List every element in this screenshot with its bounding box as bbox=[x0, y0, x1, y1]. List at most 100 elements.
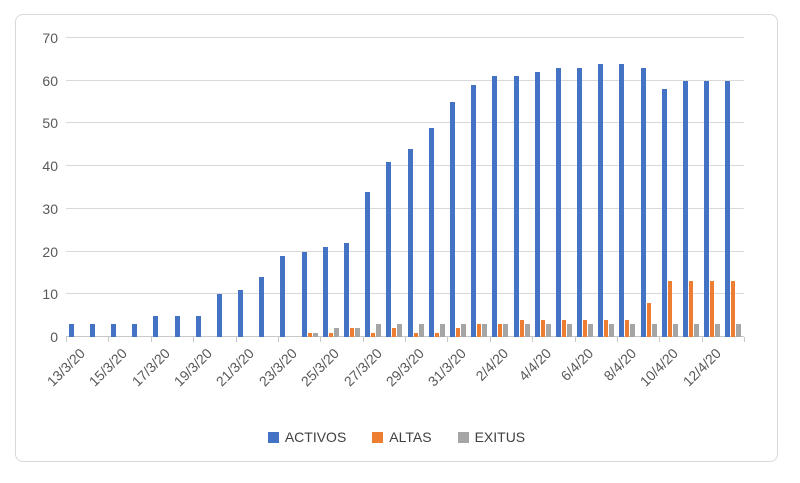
legend-swatch-altas-icon bbox=[372, 431, 384, 443]
bar-group bbox=[469, 38, 490, 337]
bar-activos bbox=[683, 80, 689, 337]
legend-swatch-activos-icon bbox=[267, 431, 279, 443]
bar-activos bbox=[449, 102, 455, 337]
x-axis-tick bbox=[320, 337, 322, 342]
bar-activos bbox=[344, 243, 350, 337]
bar-altas bbox=[477, 324, 482, 337]
bar-group bbox=[320, 38, 341, 337]
bar-altas bbox=[583, 319, 588, 337]
bar-activos bbox=[640, 67, 646, 337]
x-axis-tick-label: 15/3/20 bbox=[85, 345, 131, 390]
bar-altas bbox=[413, 332, 418, 337]
bar-group bbox=[575, 38, 596, 337]
bar-group bbox=[659, 38, 680, 337]
legend-swatch-exitus-icon bbox=[457, 431, 469, 443]
chart-frame: 0 10 20 30 40 50 60 70 13/3/20 15/3/20 17/3/20 19/… bbox=[15, 14, 778, 462]
bar-activos bbox=[598, 63, 604, 337]
gridline bbox=[66, 165, 744, 167]
bar-group bbox=[723, 38, 744, 337]
bar-exitus bbox=[418, 324, 424, 337]
bar-activos bbox=[704, 80, 710, 337]
bar-group bbox=[257, 38, 278, 337]
bar-group bbox=[151, 38, 172, 337]
bar-altas bbox=[498, 324, 503, 337]
x-axis-tick bbox=[362, 337, 364, 342]
x-axis-tick-label: 4/4/20 bbox=[515, 345, 555, 384]
x-axis-tick bbox=[701, 337, 703, 342]
x-axis-tick bbox=[744, 337, 745, 342]
y-axis-tick-label: 0 bbox=[50, 329, 58, 345]
x-axis-tick bbox=[532, 337, 534, 342]
bar-group bbox=[384, 38, 405, 337]
bar-activos bbox=[534, 72, 540, 337]
bar-activos bbox=[513, 76, 519, 337]
bar-exitus bbox=[588, 324, 594, 337]
legend-label-altas: ALTAS bbox=[389, 429, 432, 445]
bar-exitus bbox=[524, 324, 530, 337]
bar-activos bbox=[153, 315, 159, 337]
bar-altas bbox=[689, 281, 694, 337]
x-axis-tick-label: 19/3/20 bbox=[170, 345, 216, 390]
bar-exitus bbox=[333, 328, 339, 337]
bar-altas bbox=[455, 328, 460, 337]
gridline bbox=[66, 207, 744, 209]
y-axis-tick-label: 20 bbox=[42, 243, 58, 260]
legend: ACTIVOS ALTAS EXITUS bbox=[16, 429, 777, 445]
gridline bbox=[66, 250, 744, 252]
bar-activos bbox=[577, 67, 583, 337]
x-axis-line bbox=[66, 336, 744, 337]
bar-activos bbox=[110, 324, 116, 337]
bar-group bbox=[66, 38, 87, 337]
bar-activos bbox=[280, 255, 286, 337]
x-axis-tick bbox=[659, 337, 661, 342]
bar-exitus bbox=[672, 324, 678, 337]
bar-altas bbox=[731, 281, 736, 337]
x-axis-tick-label: 13/3/20 bbox=[43, 345, 88, 390]
bar-activos bbox=[132, 324, 138, 337]
bar-activos bbox=[725, 80, 731, 337]
bar-activos bbox=[259, 277, 265, 337]
bar-group bbox=[426, 38, 447, 337]
bar-altas bbox=[350, 328, 355, 337]
bar-activos bbox=[471, 85, 477, 337]
bar-group bbox=[511, 38, 532, 337]
bar-group bbox=[193, 38, 214, 337]
x-axis-tick-label: 23/3/20 bbox=[255, 345, 300, 390]
bar-altas bbox=[371, 332, 376, 337]
bar-exitus bbox=[503, 324, 509, 337]
bar-altas bbox=[604, 319, 609, 337]
bar-exitus bbox=[397, 324, 403, 337]
bar-exitus bbox=[355, 328, 361, 337]
y-axis-tick-label: 50 bbox=[42, 115, 58, 132]
x-axis-tick bbox=[405, 337, 406, 342]
plot-area bbox=[66, 37, 745, 342]
bar-group bbox=[532, 38, 553, 337]
legend-label-exitus: EXITUS bbox=[474, 429, 526, 445]
bar-group bbox=[363, 38, 384, 337]
bar-activos bbox=[216, 294, 222, 337]
x-axis-tick-label: 12/4/20 bbox=[679, 345, 724, 390]
bar-activos bbox=[407, 149, 413, 337]
x-axis-tick bbox=[108, 337, 110, 342]
x-axis-tick bbox=[489, 337, 491, 342]
bar-activos bbox=[492, 76, 498, 337]
bar-altas bbox=[625, 319, 630, 337]
bar-activos bbox=[661, 89, 667, 337]
bar-activos bbox=[428, 127, 434, 337]
bar-group bbox=[299, 38, 320, 337]
x-axis-tick-label: 10/4/20 bbox=[636, 345, 682, 390]
x-axis-labels: 13/3/20 15/3/20 17/3/20 19/3/20 21/3/20 23/3/… bbox=[44, 345, 744, 415]
bar-group bbox=[278, 38, 299, 337]
x-axis-tick-label: 27/3/20 bbox=[340, 345, 385, 390]
bar-exitus bbox=[566, 324, 572, 337]
gridline bbox=[66, 122, 744, 124]
x-axis-tick bbox=[235, 337, 237, 342]
y-axis-tick-label: 40 bbox=[42, 158, 58, 175]
bar-activos bbox=[386, 161, 392, 337]
bar-exitus bbox=[651, 324, 657, 337]
y-axis-tick-label: 10 bbox=[42, 286, 58, 303]
y-axis-tick-label: 60 bbox=[42, 72, 58, 89]
bar-exitus bbox=[694, 324, 700, 337]
bar-altas bbox=[392, 328, 397, 337]
